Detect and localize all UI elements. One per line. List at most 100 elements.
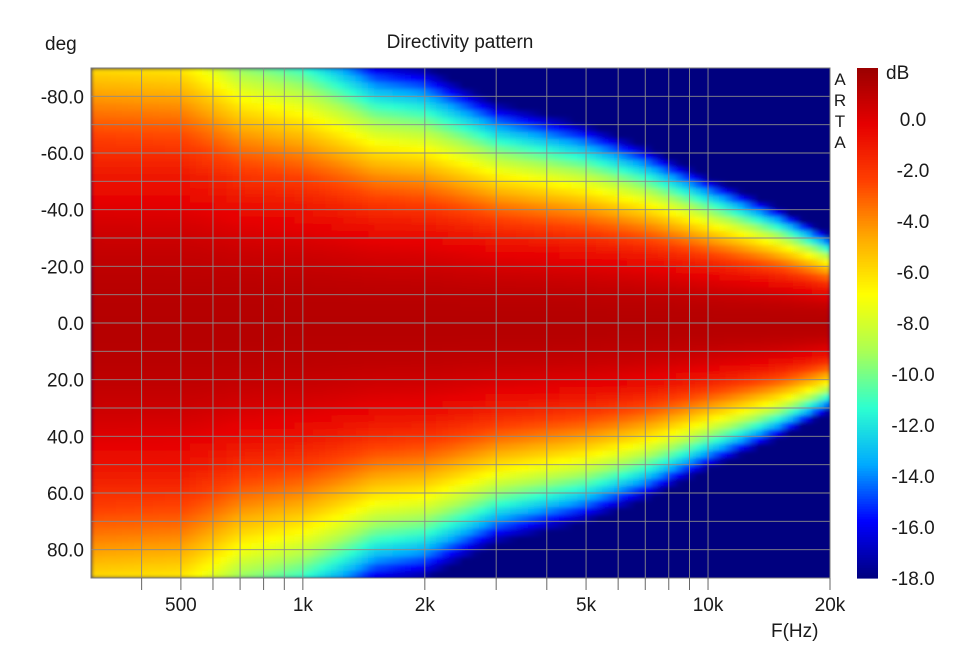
heatmap-cell xyxy=(208,323,215,331)
heatmap-cell xyxy=(220,280,228,289)
heatmap-cell xyxy=(491,223,499,232)
heatmap-cell xyxy=(380,563,388,572)
heatmap-cell xyxy=(442,117,449,126)
heatmap-cell xyxy=(466,181,474,190)
heatmap-cell xyxy=(423,238,431,246)
heatmap-cell xyxy=(97,450,104,459)
chart-title: Directivity pattern xyxy=(387,32,534,53)
heatmap-cell xyxy=(134,337,141,345)
heatmap-cell xyxy=(374,131,382,140)
heatmap-cell xyxy=(288,209,295,218)
heatmap-cell xyxy=(244,450,252,459)
heatmap-cell xyxy=(398,386,406,395)
heatmap-cell xyxy=(103,308,111,317)
heatmap-cell xyxy=(485,117,492,126)
heatmap-cell xyxy=(355,400,363,409)
heatmap-cell xyxy=(288,521,295,530)
heatmap-cell xyxy=(331,174,338,182)
heatmap-cell xyxy=(312,75,320,83)
heatmap-cell xyxy=(411,131,418,140)
heatmap-cell xyxy=(275,478,283,487)
heatmap-cell xyxy=(146,160,154,168)
heatmap-cell xyxy=(429,68,437,76)
heatmap-cell xyxy=(109,266,117,275)
heatmap-cell xyxy=(368,563,375,572)
heatmap-cell xyxy=(97,464,104,473)
heatmap-cell xyxy=(97,280,104,289)
heatmap-cell xyxy=(288,89,295,97)
heatmap-cell xyxy=(214,294,221,303)
heatmap-cell xyxy=(411,337,418,345)
heatmap-cell xyxy=(164,358,172,367)
heatmap-cell xyxy=(288,507,295,515)
heatmap-cell xyxy=(423,507,431,515)
heatmap-cell xyxy=(109,245,117,253)
heatmap-cell xyxy=(442,75,449,83)
heatmap-cell xyxy=(460,521,468,530)
heatmap-cell xyxy=(448,89,455,97)
heatmap-cell xyxy=(472,110,480,119)
heatmap-cell xyxy=(115,485,123,494)
heatmap-cell xyxy=(146,287,154,296)
heatmap-cell xyxy=(97,68,104,76)
heatmap-cell xyxy=(460,330,468,338)
heatmap-cell xyxy=(460,308,468,317)
heatmap-cell xyxy=(325,542,332,551)
heatmap-cell xyxy=(183,308,191,317)
heatmap-cell xyxy=(361,436,369,445)
heatmap-cell xyxy=(257,393,265,402)
heatmap-cell xyxy=(442,521,449,530)
heatmap-cell xyxy=(417,75,425,83)
heatmap-cell xyxy=(411,82,418,90)
heatmap-cell xyxy=(374,181,382,190)
heatmap-cell xyxy=(368,464,375,473)
heatmap-cell xyxy=(325,280,332,289)
heatmap-cell xyxy=(300,259,308,267)
heatmap-cell xyxy=(380,96,388,105)
heatmap-cell xyxy=(398,535,406,544)
heatmap-cell xyxy=(423,379,431,388)
heatmap-cell xyxy=(257,400,265,409)
heatmap-cell xyxy=(146,450,154,459)
heatmap-cell xyxy=(429,422,437,430)
heatmap-cell xyxy=(349,131,357,140)
heatmap-cell xyxy=(146,358,154,367)
heatmap-cell xyxy=(146,315,154,324)
heatmap-cell xyxy=(294,400,301,409)
heatmap-cell xyxy=(398,542,406,551)
heatmap-cell xyxy=(146,117,154,126)
heatmap-cell xyxy=(140,542,148,551)
heatmap-cell xyxy=(337,174,345,182)
heatmap-cell xyxy=(171,230,178,239)
heatmap-cell xyxy=(164,400,172,409)
heatmap-cell xyxy=(281,436,289,445)
heatmap-cell xyxy=(337,422,345,430)
heatmap-cell xyxy=(220,429,228,437)
heatmap-cell xyxy=(269,223,277,232)
heatmap-cell xyxy=(115,167,123,175)
heatmap-cell xyxy=(263,110,271,119)
heatmap-cell xyxy=(355,330,363,338)
heatmap-cell xyxy=(251,273,258,282)
heatmap-cell xyxy=(208,138,215,147)
heatmap-cell xyxy=(392,507,400,515)
heatmap-cell xyxy=(158,252,166,260)
heatmap-cell xyxy=(522,315,529,324)
heatmap-cell xyxy=(146,280,154,289)
heatmap-cell xyxy=(392,514,400,522)
heatmap-cell xyxy=(491,450,499,459)
heatmap-cell xyxy=(503,379,511,388)
heatmap-cell xyxy=(294,252,301,260)
heatmap-cell xyxy=(306,323,314,331)
heatmap-cell xyxy=(306,138,314,147)
heatmap-cell xyxy=(269,259,277,267)
heatmap-cell xyxy=(417,478,425,487)
heatmap-cell xyxy=(515,365,523,374)
heatmap-cell xyxy=(417,96,425,105)
heatmap-cell xyxy=(238,230,246,239)
heatmap-cell xyxy=(232,400,240,409)
heatmap-cell xyxy=(306,301,314,310)
heatmap-cell xyxy=(220,315,228,324)
heatmap-cell xyxy=(392,174,400,182)
heatmap-cell xyxy=(171,209,178,218)
